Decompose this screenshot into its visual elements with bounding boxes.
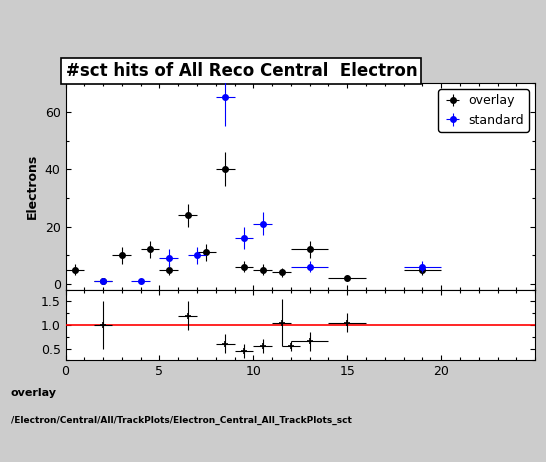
Text: overlay: overlay — [11, 388, 57, 398]
Text: #sct hits of All Reco Central  Electron: #sct hits of All Reco Central Electron — [66, 62, 417, 80]
Text: /Electron/Central/All/TrackPlots/Electron_Central_All_TrackPlots_sct: /Electron/Central/All/TrackPlots/Electro… — [11, 416, 352, 425]
Legend: overlay, standard: overlay, standard — [438, 90, 529, 132]
Y-axis label: Electrons: Electrons — [26, 154, 39, 219]
